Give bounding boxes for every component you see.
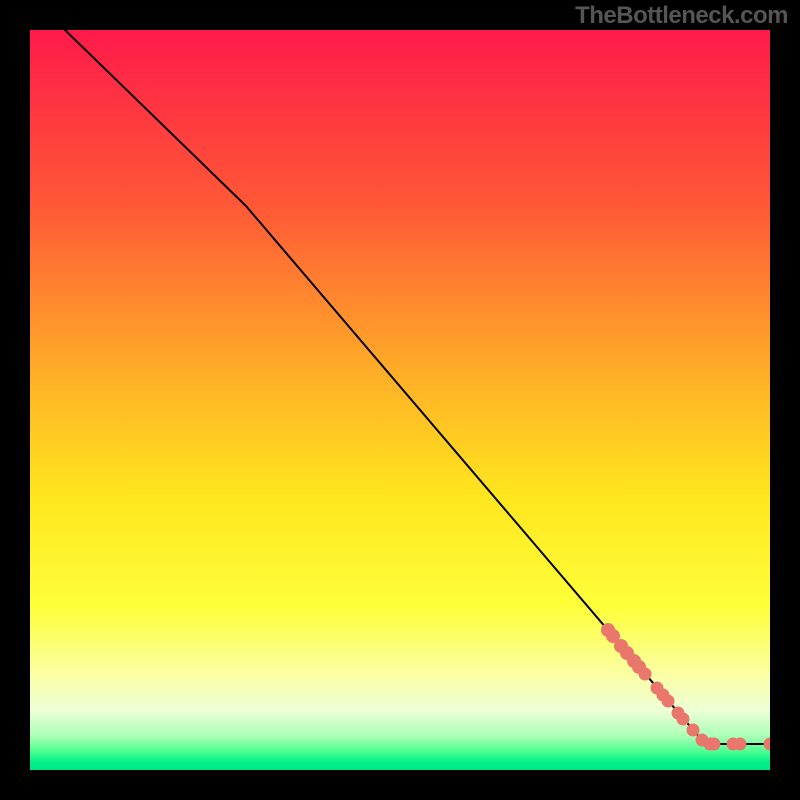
attribution-label: TheBottleneck.com <box>575 2 788 30</box>
gradient-background <box>30 30 770 770</box>
plot-svg <box>30 30 770 770</box>
data-marker <box>734 738 746 750</box>
data-marker <box>662 695 674 707</box>
data-marker <box>677 713 689 725</box>
chart-frame: TheBottleneck.com <box>0 0 800 800</box>
data-marker <box>687 724 699 736</box>
data-marker <box>708 738 720 750</box>
plot-area <box>30 30 770 770</box>
data-marker <box>639 668 651 680</box>
